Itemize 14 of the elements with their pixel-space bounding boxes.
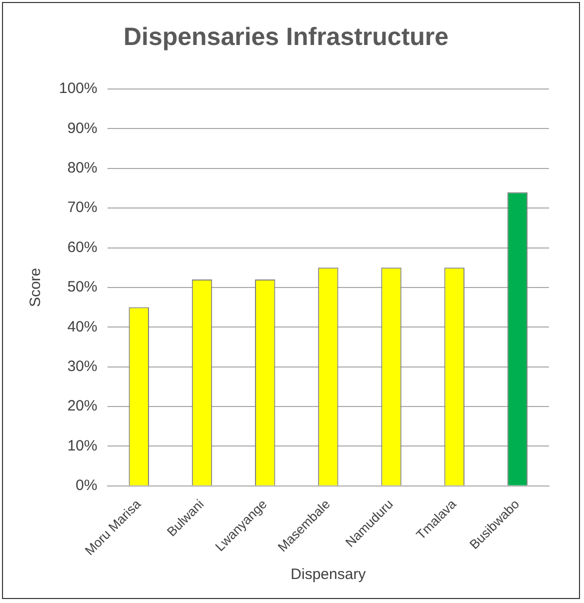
y-tick-label: 30%: [67, 358, 98, 375]
y-tick-label: 40%: [67, 318, 98, 336]
y-tick-label: 0%: [76, 477, 98, 494]
x-axis-title: Dispensary: [290, 566, 366, 584]
y-tick-label: 20%: [67, 398, 98, 415]
y-tick-label: 80%: [67, 160, 98, 177]
chart-title: Dispensaries Infrastructure: [123, 22, 449, 51]
y-tick-label: 10%: [67, 437, 98, 454]
y-tick-label: 70%: [67, 199, 98, 216]
y-tick-label: 50%: [67, 278, 98, 296]
y-axis-title: Score: [27, 268, 44, 308]
y-tick-label: 100%: [58, 80, 98, 98]
y-tick-label: 60%: [67, 238, 98, 256]
y-tick-label: 90%: [67, 120, 98, 137]
